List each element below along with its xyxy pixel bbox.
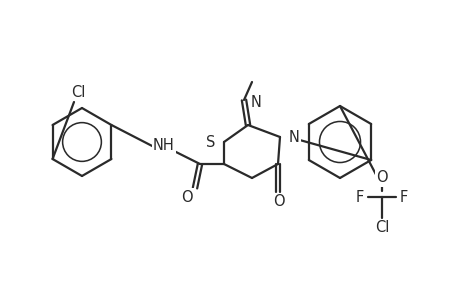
- Text: Cl: Cl: [374, 220, 388, 236]
- Text: N: N: [251, 94, 261, 110]
- Text: O: O: [273, 194, 284, 209]
- Text: O: O: [375, 170, 387, 185]
- Text: S: S: [205, 134, 214, 149]
- Text: F: F: [355, 190, 364, 205]
- Text: Cl: Cl: [71, 85, 85, 100]
- Text: N: N: [288, 130, 299, 145]
- Text: O: O: [181, 190, 192, 205]
- Text: NH: NH: [153, 137, 174, 152]
- Text: F: F: [399, 190, 407, 205]
